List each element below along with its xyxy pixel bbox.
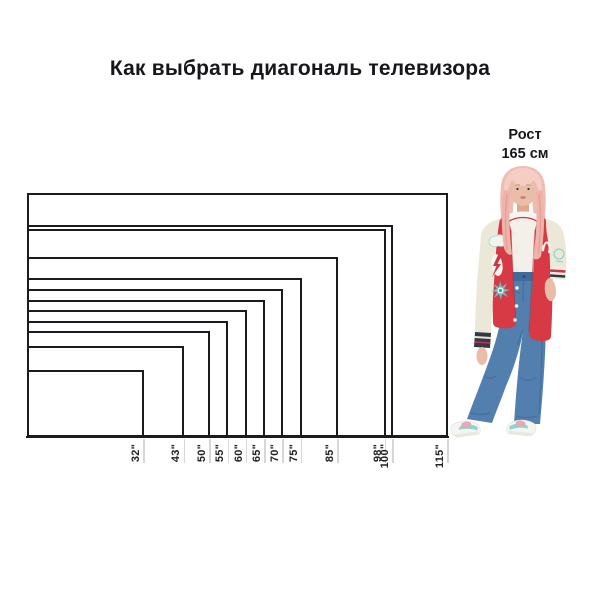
tick-75in (300, 438, 303, 463)
person-sleeve-left (475, 219, 500, 333)
tick-label-100in: 100" (379, 443, 391, 468)
page-title: Как выбрать диагональ телевизора (109, 57, 491, 80)
tick-label-50in: 50" (196, 443, 208, 462)
person-cuff-right (550, 266, 566, 280)
tick-55in (227, 438, 230, 463)
tick-label-32in: 32" (130, 443, 143, 462)
tick-65in (264, 438, 266, 463)
person-cuff-left-stripe-red (474, 341, 491, 344)
tick-label-60in: 60" (232, 443, 245, 462)
person-cuff-left-stripe (474, 336, 491, 339)
person-hair-strand-left (501, 190, 512, 255)
tick-label-115in: 115" (433, 443, 446, 468)
chart-baseline (26, 435, 449, 439)
person-tank-top (509, 212, 537, 276)
person-jacket-buttons (512, 232, 519, 322)
person-hand-left (476, 347, 488, 365)
tick-85in (337, 438, 339, 463)
person-cuff-right-stripe-red (549, 269, 566, 273)
person-jeans-button (522, 275, 526, 278)
person-jeans (467, 281, 546, 424)
person-shoe-left (450, 420, 481, 438)
tick-label-75in: 75" (287, 443, 300, 462)
tick-label-55in: 55" (214, 443, 227, 462)
person-hair-strand-right (533, 190, 545, 260)
tick-115in (447, 438, 449, 463)
tick-label-85in: 85" (324, 443, 337, 462)
tick-98in (384, 438, 387, 463)
person-shoe-right (506, 419, 537, 437)
person-hand-right (544, 278, 556, 302)
person-collar-stripe (507, 216, 539, 223)
tick-70in (282, 438, 284, 463)
person-cuff-right-stripe-navy (549, 274, 566, 278)
person-hair-front (504, 168, 542, 195)
tick-label-43in: 43" (170, 443, 183, 462)
patch-starburst (491, 281, 510, 300)
tv-rect-115in (27, 193, 448, 438)
person-face-features (515, 184, 531, 199)
person-jacket-shading (510, 229, 536, 333)
tick-100in (392, 438, 394, 463)
tick-label-65in: 65" (250, 443, 263, 462)
tick-label-70in: 70" (269, 443, 282, 462)
tick-43in (183, 438, 186, 463)
tick-32in (143, 438, 145, 463)
person-sleeve-right (546, 219, 567, 267)
person-hair-streaks (504, 193, 541, 255)
tick-60in (245, 438, 248, 463)
person-height-label-line2: 165 см (501, 145, 549, 162)
person-cuff-left (474, 332, 491, 348)
person-height-label: Рост 165 см (501, 126, 548, 163)
person-illustration (450, 166, 567, 438)
patch-lightning-bolt (492, 255, 502, 277)
patch-sleeve-sketch (553, 248, 565, 263)
person-height-label-line1: Рост (508, 127, 542, 143)
tick-50in (209, 438, 211, 463)
